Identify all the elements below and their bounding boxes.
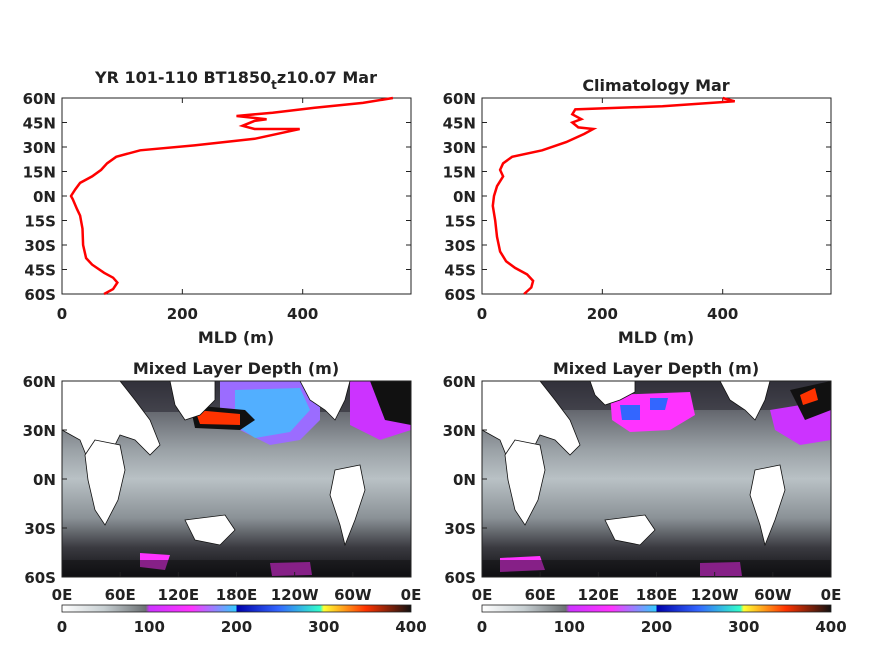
panel-4-colorbar: [481, 604, 832, 613]
panel-2-frame: [481, 97, 832, 295]
ytick-label: 60N: [23, 90, 56, 108]
xtick-label: 400: [287, 305, 318, 323]
xtick-label: 0E: [52, 586, 73, 604]
panel-1-series-line: [69, 96, 394, 296]
colorbar-tick-label: 100: [554, 618, 585, 636]
xtick-label: 200: [587, 305, 618, 323]
panel-4-title: Mixed Layer Depth (m): [553, 359, 759, 378]
ytick-label: 45N: [443, 115, 476, 133]
xtick-label: 60E: [525, 586, 556, 604]
ytick-label: 30S: [24, 237, 56, 255]
ytick-label: 30S: [444, 520, 476, 538]
ytick-label: 30S: [444, 237, 476, 255]
panel-3-colorbar: [61, 604, 412, 613]
xtick-label: 0: [57, 305, 67, 323]
xtick-label: 200: [167, 305, 198, 323]
map-panel-3: Mixed Layer Depth (m): [23, 359, 427, 636]
ytick-label: 30N: [23, 422, 56, 440]
ytick-label: 45S: [24, 262, 56, 280]
panel-1-xlabel: MLD (m): [198, 328, 274, 347]
map-panel-4: Mixed Layer Depth (m) 60N 30N 0N 30S 60S: [443, 359, 847, 636]
colorbar-tick-label: 200: [641, 618, 672, 636]
line-panel-2: Climatology Mar 60N 45N 30N 15N 0N 15S 30S 45S 6…: [443, 76, 832, 347]
colorbar-tick-label: 100: [134, 618, 165, 636]
colorbar-tick-label: 400: [395, 618, 426, 636]
ytick-label: 60S: [444, 286, 476, 304]
ytick-label: 0N: [453, 188, 476, 206]
xtick-label: 120W: [271, 586, 319, 604]
line-panel-1: YR 101-110 BT1850tz10.07 Mar 60N 45N 30N 15…: [23, 68, 412, 347]
xtick-label: 0E: [472, 586, 493, 604]
ytick-label: 30N: [443, 422, 476, 440]
ytick-label: 45N: [23, 115, 56, 133]
ytick-label: 30N: [23, 139, 56, 157]
panel-3-title: Mixed Layer Depth (m): [133, 359, 339, 378]
xtick-label: 120E: [158, 586, 200, 604]
ytick-label: 45S: [444, 262, 476, 280]
ytick-label: 0N: [453, 471, 476, 489]
xtick-label: 0E: [821, 586, 842, 604]
colorbar-tick-label: 400: [815, 618, 846, 636]
panel-1-title: YR 101-110 BT1850tz10.07 Mar: [94, 68, 377, 92]
ytick-label: 60N: [443, 373, 476, 391]
ytick-label: 30N: [443, 139, 476, 157]
ytick-label: 0N: [33, 471, 56, 489]
panel-3-coastlines: [62, 381, 366, 547]
xtick-label: 400: [707, 305, 738, 323]
panel-4-coastlines: [482, 381, 786, 547]
ytick-label: 60N: [443, 90, 476, 108]
ytick-label: 15N: [443, 164, 476, 182]
xtick-label: 120E: [578, 586, 620, 604]
xtick-label: 60E: [105, 586, 136, 604]
xtick-label: 180E: [636, 586, 678, 604]
panel-3-field: [62, 381, 411, 577]
ytick-label: 15S: [24, 213, 56, 231]
colorbar-tick-label: 300: [728, 618, 759, 636]
ytick-label: 60S: [24, 569, 56, 587]
xtick-label: 0: [477, 305, 487, 323]
xtick-label: 120W: [691, 586, 739, 604]
xtick-label: 0E: [401, 586, 422, 604]
xtick-label: 60W: [334, 586, 372, 604]
xtick-label: 180E: [216, 586, 258, 604]
colorbar-tick-label: 200: [221, 618, 252, 636]
ytick-label: 15N: [23, 164, 56, 182]
colorbar-tick-label: 0: [477, 618, 487, 636]
panel-2-title: Climatology Mar: [582, 76, 729, 95]
panel-2-series-line: [491, 96, 736, 295]
panel-2-xlabel: MLD (m): [618, 328, 694, 347]
panel-1-frame: [61, 97, 412, 295]
ytick-label: 60S: [24, 286, 56, 304]
colorbar-tick-label: 0: [57, 618, 67, 636]
colorbar-tick-label: 300: [308, 618, 339, 636]
ytick-label: 15S: [444, 213, 476, 231]
xtick-label: 60W: [754, 586, 792, 604]
panel-4-field: [482, 381, 831, 577]
ytick-label: 60S: [444, 569, 476, 587]
ytick-label: 0N: [33, 188, 56, 206]
ytick-label: 60N: [23, 373, 56, 391]
ytick-label: 30S: [24, 520, 56, 538]
